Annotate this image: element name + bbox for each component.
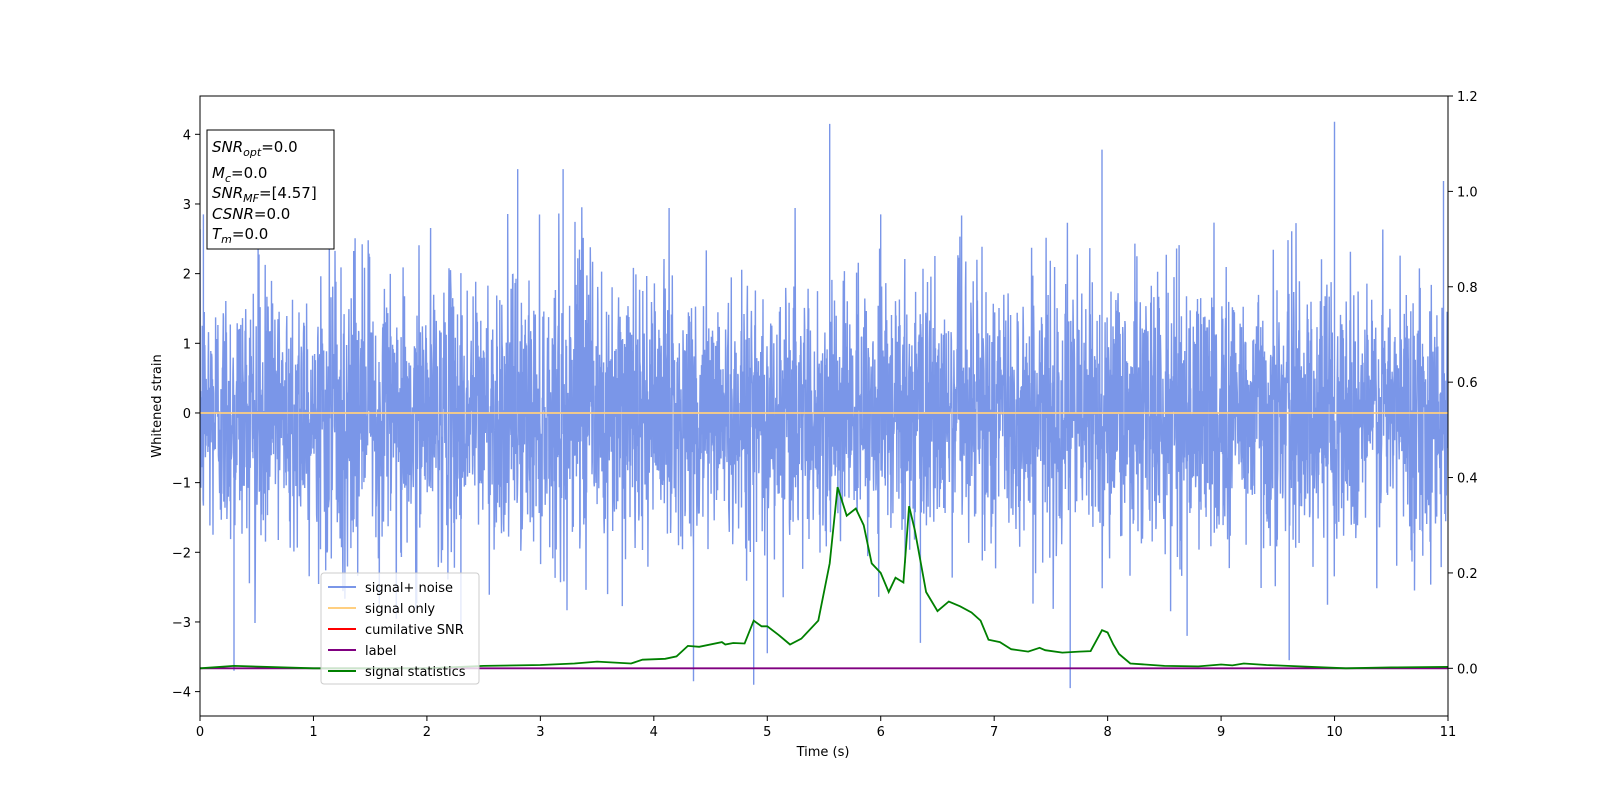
y-tick-label: 1 — [183, 337, 191, 352]
y2-axis-ticks: 1.2 1.0 0.8 0.6 0.4 0.2 0.0 — [1448, 90, 1478, 677]
y-tick-label: 3 — [183, 198, 191, 213]
y2-tick-label: 1.2 — [1457, 90, 1478, 105]
y-axis-label: Whitened strain — [150, 354, 165, 457]
x-tick-label: 2 — [423, 725, 431, 740]
y2-tick-label: 0.0 — [1457, 662, 1478, 677]
legend-label: cumilative SNR — [365, 623, 464, 638]
x-tick-label: 0 — [196, 725, 204, 740]
info-snr-mf: SNRMF=[4.57] — [212, 184, 317, 205]
y-tick-label: −2 — [172, 546, 191, 561]
y-tick-label: −3 — [172, 616, 191, 631]
x-tick-label: 3 — [536, 725, 544, 740]
x-tick-label: 7 — [990, 725, 998, 740]
y2-tick-label: 0.8 — [1457, 281, 1478, 296]
y-tick-label: −4 — [172, 686, 191, 701]
info-csnr: CSNR=0.0 — [212, 205, 290, 223]
x-tick-label: 11 — [1440, 725, 1457, 740]
y-axis-ticks: 4 3 2 1 0 −1 −2 −3 −4 — [172, 128, 200, 701]
x-axis-label: Time (s) — [796, 745, 850, 760]
legend-label: signal+ noise — [365, 581, 453, 596]
x-tick-label: 1 — [309, 725, 317, 740]
y2-tick-label: 1.0 — [1457, 185, 1478, 200]
y2-tick-label: 0.6 — [1457, 376, 1478, 391]
series-signal-statistics-line — [200, 486, 1448, 670]
legend-label: signal only — [365, 602, 435, 617]
info-box: SNRopt=0.0 Mc=0.0 SNRMF=[4.57] CSNR=0.0 … — [206, 129, 335, 250]
x-tick-label: 9 — [1217, 725, 1225, 740]
info-tm: Tm=0.0 — [212, 225, 268, 246]
y-tick-label: 0 — [183, 407, 191, 422]
y-tick-label: −1 — [172, 477, 191, 492]
x-tick-label: 6 — [877, 725, 885, 740]
x-tick-label: 10 — [1326, 725, 1343, 740]
legend-label: label — [365, 644, 396, 659]
y2-tick-label: 0.2 — [1457, 567, 1478, 582]
legend-label: signal statistics — [365, 665, 466, 680]
x-tick-label: 4 — [650, 725, 658, 740]
y-tick-label: 2 — [183, 268, 191, 283]
x-tick-label: 8 — [1103, 725, 1111, 740]
y2-tick-label: 0.4 — [1457, 472, 1478, 487]
info-snr-opt: SNRopt=0.0 — [212, 138, 298, 159]
plot-frame — [199, 95, 1449, 717]
legend: signal+ noise signal only cumilative SNR la… — [320, 572, 480, 685]
x-tick-label: 5 — [763, 725, 771, 740]
x-axis-ticks: 0 1 2 3 4 5 6 7 8 9 10 11 — [196, 716, 1456, 740]
y-tick-label: 4 — [183, 128, 191, 143]
series-signal-noise-line — [200, 121, 1448, 689]
info-mc: Mc=0.0 — [212, 164, 267, 185]
